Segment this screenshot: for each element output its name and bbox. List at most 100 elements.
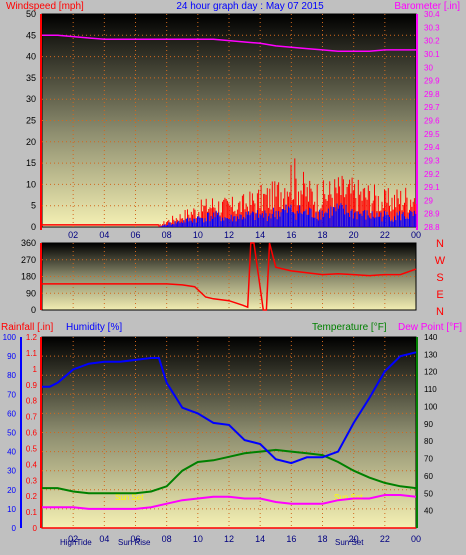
rainfall-axis-title: Rainfall [.in] [1,322,53,333]
barometer-tick-label: 30.4 [424,10,440,19]
humidity-tick-label: 10 [7,505,16,514]
humidity-series [42,351,417,465]
compass-label: E [436,289,443,301]
humidity-tick-label: 0 [12,524,17,533]
sun-rise-label: Sun Rise [118,538,151,547]
wind-direction-series [42,242,417,311]
panel-3-x-tick-label: 14 [255,534,265,544]
humidity-tick-label: 80 [7,371,16,380]
windspeed-tick-label: 40 [26,52,36,62]
rainfall-tick-label: 0.7 [26,413,38,422]
windspeed-axis-title: Windspeed [mph] [6,1,84,12]
dewpoint-axis-title: Dew Point [°F] [398,322,462,333]
barometer-tick-label: 30.1 [424,50,440,59]
compass-label: N [436,238,444,250]
compass-label: N [436,306,444,318]
barometer-series [42,34,416,53]
sun-set-label: Sun Set [335,538,364,547]
panel-3-x-tick-label: 06 [130,534,140,544]
humidity-tick-label: 40 [7,448,16,457]
panel-1-x-tick-label: 06 [130,230,140,240]
barometer-tick-label: 28.9 [424,210,440,219]
dew-point-series [42,494,417,510]
temperature-tick-label: 130 [424,350,438,359]
wind-speed-series [159,203,417,227]
barometer-tick-label: 29.1 [424,183,440,192]
temperature-series [42,448,417,495]
humidity-axis-title: Humidity [%] [66,322,122,333]
temperature-axis-title: Temperature [°F] [312,322,387,333]
panel-2-plot-area [41,242,417,311]
rainfall-tick-label: 0.6 [26,429,38,438]
windspeed-tick-label: 20 [26,137,36,147]
windspeed-tick-label: 10 [26,179,36,189]
panel-3-x-tick-label: 02 [68,534,78,544]
barometer-tick-label: 28.8 [424,223,440,232]
humidity-tick-label: 20 [7,486,16,495]
panel-3-x-tick-label: 12 [224,534,234,544]
temperature-tick-label: 40 [424,507,433,516]
barometer-tick-label: 29.4 [424,143,440,152]
chart-title: 24 hour graph day : May 07 2015 [176,1,324,12]
barometer-tick-label: 29.7 [424,103,440,112]
temperature-tick-label: 120 [424,368,438,377]
compass-label: W [435,255,446,267]
compass-label: S [436,272,443,284]
barometer-tick-label: 30.2 [424,37,440,46]
temperature-tick-label: 90 [424,420,433,429]
humidity-tick-label: 30 [7,467,16,476]
rainfall-tick-label: 0.4 [26,460,38,469]
barometer-tick-label: 29 [424,196,433,205]
windspeed-tick-label: 50 [26,9,36,19]
rainfall-tick-label: 0.2 [26,492,38,501]
panel-1-x-tick-label: 04 [99,230,109,240]
rainfall-tick-label: 0.3 [26,476,38,485]
rainfall-tick-label: 1.1 [26,349,38,358]
humidity-tick-label: 50 [7,429,16,438]
panel-1-x-tick-label: 02 [68,230,78,240]
direction-tick-label: 270 [21,255,36,265]
rainfall-tick-label: 0.1 [26,508,38,517]
rainfall-tick-label: 0.5 [26,444,38,453]
panel-1-x-tick-label: 14 [255,230,265,240]
rainfall-tick-label: 0.8 [26,397,38,406]
windspeed-tick-label: 25 [26,116,36,126]
panel-3-x-tick-label: 16 [286,534,296,544]
sun-set-annotation: Sun Set [334,493,363,502]
direction-tick-label: 360 [21,238,36,248]
direction-tick-label: 180 [21,272,36,282]
high-tide-label: HighTide [60,538,92,547]
rainfall-tick-label: 0 [33,524,38,533]
panel-1-x-tick-label: 08 [162,230,172,240]
panel-1-x-tick-label: 00 [411,230,421,240]
humidity-tick-label: 70 [7,390,16,399]
panel-1-x-tick-label: 20 [349,230,359,240]
windspeed-tick-label: 45 [26,30,36,40]
panel-3-x-tick-label: 08 [162,534,172,544]
direction-tick-label: 90 [26,288,36,298]
panel-1-x-tick-label: 10 [193,230,203,240]
barometer-tick-label: 29.8 [424,90,440,99]
panel-3-x-tick-label: 18 [317,534,327,544]
barometer-tick-label: 30 [424,63,433,72]
windspeed-tick-label: 15 [26,158,36,168]
panel-1-x-tick-label: 16 [286,230,296,240]
temperature-tick-label: 70 [424,455,433,464]
rainfall-tick-label: 1 [33,365,38,374]
temperature-tick-label: 110 [424,385,437,394]
temperature-tick-label: 50 [424,489,433,498]
temperature-tick-label: 60 [424,472,433,481]
windspeed-tick-label: 30 [26,94,36,104]
humidity-tick-label: 60 [7,409,16,418]
barometer-tick-label: 29.3 [424,156,440,165]
windspeed-tick-label: 35 [26,73,36,83]
panel-3-x-tick-label: 04 [99,534,109,544]
rainfall-tick-label: 1.2 [26,333,38,342]
barometer-tick-label: 30.3 [424,23,440,32]
windspeed-tick-label: 5 [31,201,36,211]
panel-3-x-tick-label: 20 [349,534,359,544]
panel-3-x-tick-label: 00 [411,534,421,544]
direction-tick-label: 0 [31,305,36,315]
panel-1-x-tick-label: 12 [224,230,234,240]
